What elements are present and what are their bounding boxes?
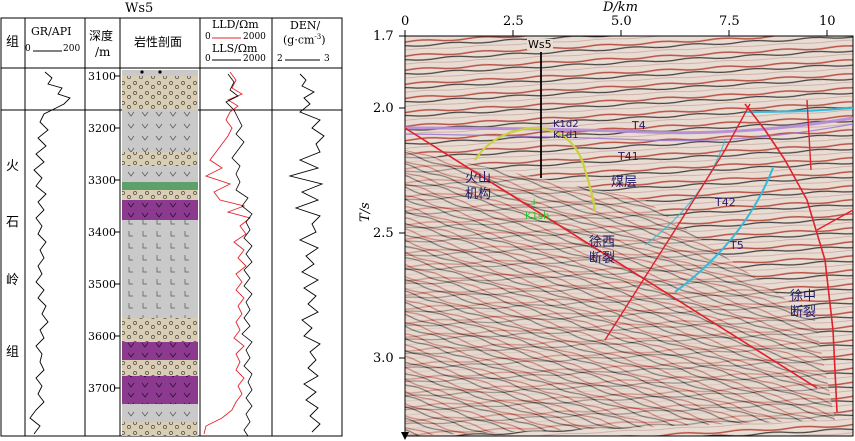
formation-char-3: 岭 [6,273,20,288]
well-name-label: Ws5 [125,1,154,16]
lld-header: LLD/Ωm [212,18,259,31]
xuxi-fault-label-2: 断裂 [589,251,616,266]
den-unit-close: ) [321,33,326,47]
seismic-section: + [399,30,854,440]
gr-scale-min: 0 [25,44,31,54]
depth-tick-3300: 3300 [88,174,116,187]
lld-scale-min: 0 [205,32,211,42]
lithology-header: 岩性剖面 [134,35,183,49]
x-axis-title: D/km [603,0,639,15]
well-log-panel: Ws5 组 GR/API 0 200 深度 /m 岩性剖面 [0,0,345,441]
depth-tick-3600: 3600 [88,330,116,343]
svg-text:+: + [530,197,538,208]
y-tick-3-0: 3.0 [373,351,394,366]
horizon-t42-label: T42 [715,196,736,209]
y-tick-2-5: 2.5 [373,226,394,241]
depth-header: 深度 [89,29,114,43]
den-unit-base: (g·cm [283,33,315,47]
log-tracks [29,70,325,437]
horizon-t5-label: T5 [730,239,744,252]
formation-header: 组 [6,35,20,50]
depth-tick-3200: 3200 [88,122,116,135]
depth-unit: /m [95,45,111,59]
lls-scale-min: 0 [205,54,211,64]
formation-k1d1-label: K1d1 [553,130,579,141]
den-scale-max: 3 [324,54,330,64]
depth-tick-3700: 3700 [88,382,116,395]
horizon-t41-label: T41 [618,150,639,163]
lld-scale-max: 2000 [243,32,266,42]
formation-char-4: 组 [6,345,20,360]
lls-header: LLS/Ωm [212,42,258,55]
y-tick-2-0: 2.0 [373,101,394,116]
den-scale-min: 2 [277,54,283,64]
gr-scale-max: 200 [63,44,81,54]
lls-scale-max: 2000 [243,54,266,64]
volcanic-label-1: 火山 [465,171,492,186]
den-unit: (g·cm-3) [283,34,326,46]
formation-char-2: 石 [6,215,20,230]
volcanic-label-2: 机构 [465,187,492,202]
y-tick-1-7: 1.7 [373,29,394,44]
x-tick-2-5: 2.5 [503,14,524,29]
depth-tick-3500: 3500 [88,278,116,291]
gr-header: GR/API [31,25,72,38]
seismic-section-panel: + D/km T/s 0 2.5 5.0 7.5 10 1.7 2.0 2.5 … [345,0,855,441]
coal-label: 煤层 [611,175,638,190]
depth-tick-3100: 3100 [88,70,116,83]
xuzhong-fault-label-1: 徐中 [790,289,817,304]
xuzhong-fault-label-2: 断裂 [790,305,817,320]
den-header: DEN/ [290,19,321,32]
x-tick-7-5: 7.5 [719,14,740,29]
well-log-frame [0,17,343,437]
formation-k1d2-label: K1d2 [553,119,579,130]
den-unit-exponent: -3 [314,33,322,41]
xuxi-fault-label-1: 徐西 [589,235,616,250]
formation-char-1: 火 [6,159,20,174]
x-tick-0: 0 [401,14,410,29]
x-tick-10: 10 [819,14,836,29]
seismic-well-label: Ws5 [527,38,553,51]
horizon-t4-label: T4 [632,119,646,132]
depth-tick-3400: 3400 [88,226,116,239]
formation-k1sh-label: K1sh [525,211,550,222]
x-tick-5-0: 5.0 [611,14,632,29]
y-axis-title: T/s [358,202,373,222]
